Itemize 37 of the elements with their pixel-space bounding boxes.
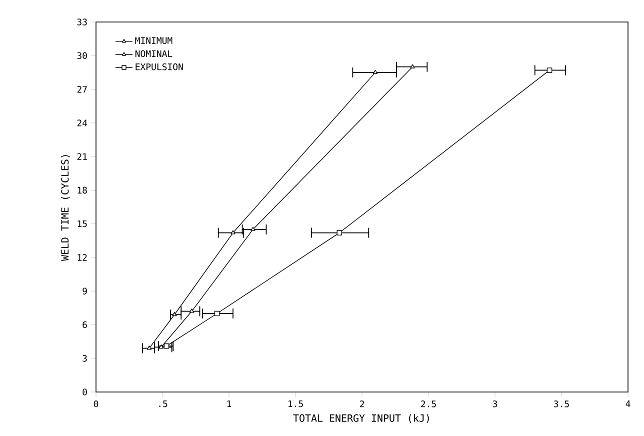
y-tick-label: 30 [77, 52, 87, 60]
point [158, 344, 164, 349]
y-tick-label: 18 [78, 186, 87, 194]
point [146, 346, 152, 350]
y-tick-label: 6 [82, 321, 87, 328]
point [214, 310, 220, 316]
y-tick-label: 9 [82, 288, 87, 294]
point [250, 226, 256, 231]
x-tick-label: 1 [227, 400, 232, 408]
point [164, 343, 170, 349]
point [372, 70, 378, 74]
y-tick-label: 33 [77, 18, 87, 26]
point [336, 230, 342, 236]
point [546, 68, 552, 73]
y-tick-label: 27 [77, 86, 87, 93]
x-axis-title: TOTAL ENERGY INPUT (kJ) [293, 414, 429, 424]
y-axis-title: WELD TIME (CYCLES) [60, 155, 70, 261]
y-tick-label: 3 [82, 354, 87, 362]
point [189, 308, 194, 313]
x-tick-label: 1.5 [288, 400, 303, 408]
legend-label: NOMINAL [135, 50, 172, 58]
x-tick-label: .5 [159, 400, 168, 408]
legend-label: MINIMUM [135, 37, 172, 44]
x-tick-label: 3 [492, 400, 498, 408]
y-tick-label: 21 [77, 153, 87, 160]
y-tick-label: 0 [82, 388, 87, 396]
y-tick-label: 15 [78, 220, 87, 228]
y-tick-label: 12 [78, 254, 87, 261]
point [410, 64, 415, 68]
x-tick-label: 2 [360, 400, 364, 408]
x-tick-label: 4 [626, 400, 630, 408]
x-tick-label: 2.5 [421, 400, 436, 408]
x-tick-label: 3.5 [554, 400, 569, 408]
x-tick-label: 0 [94, 400, 98, 408]
point [230, 230, 236, 234]
y-tick-label: 24 [77, 120, 88, 126]
legend-label: EXPULSION [136, 63, 183, 70]
